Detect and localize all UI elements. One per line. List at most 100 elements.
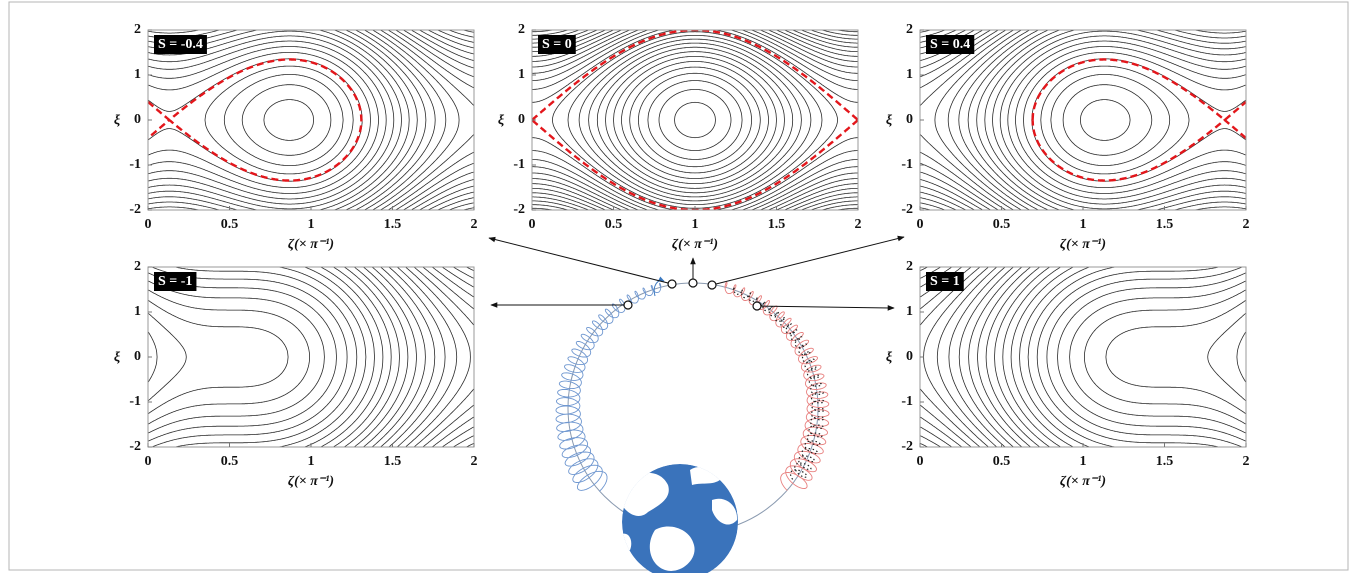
contour-line <box>986 225 1246 489</box>
x-tick-label: 1.5 <box>1156 454 1174 469</box>
contour-line <box>1237 332 1246 383</box>
y-tick-label: -2 <box>901 439 913 454</box>
x-tick-label: 0 <box>917 217 924 232</box>
contour-line <box>1041 66 1189 174</box>
x-tick-label: 1 <box>1080 217 1087 232</box>
y-tick-label: -1 <box>901 394 913 409</box>
x-tick-label: 0.5 <box>605 217 623 232</box>
x-tick-label: 1 <box>1080 454 1087 469</box>
contour-panel: 00.511.52-2-1012ξζ(× π⁻¹)S = -1 <box>114 176 478 539</box>
contour-line <box>148 220 417 494</box>
y-axis-label: ξ <box>886 113 893 128</box>
contour-line <box>978 220 1247 494</box>
contour-line <box>532 22 858 219</box>
contour-line <box>148 27 409 214</box>
y-tick-label: 0 <box>134 112 141 127</box>
contour-line <box>532 2 858 239</box>
y-tick-label: 0 <box>134 349 141 364</box>
x-tick-label: 1 <box>308 217 315 232</box>
y-tick-label: 0 <box>906 112 913 127</box>
contour-line <box>224 74 343 165</box>
contour-line <box>977 22 1246 218</box>
x-tick-label: 0 <box>917 454 924 469</box>
y-tick-label: 1 <box>134 67 141 82</box>
contour-line <box>264 100 314 141</box>
y-tick-label: -1 <box>513 157 525 172</box>
x-axis-label: ζ(× π⁻¹) <box>1060 237 1106 252</box>
x-axis-label: ζ(× π⁻¹) <box>288 474 334 489</box>
contour-line <box>1003 235 1246 479</box>
y-axis-label: ξ <box>886 350 893 365</box>
contour-panel: 00.511.52-2-1012ξζ(× π⁻¹)S = -0.4 <box>114 0 478 266</box>
x-tick-label: 0.5 <box>993 217 1011 232</box>
y-tick-label: 2 <box>906 259 913 274</box>
contour-line <box>242 85 331 156</box>
contour-line <box>148 52 371 187</box>
y-tick-label: 2 <box>134 259 141 274</box>
contour-panel: 00.511.52-2-1012ξζ(× π⁻¹)S = 0 <box>498 0 862 252</box>
y-axis-label: ξ <box>114 350 121 365</box>
y-tick-label: -2 <box>129 439 141 454</box>
contour-line <box>1011 241 1246 474</box>
contour-line <box>553 32 838 209</box>
x-tick-label: 2 <box>471 454 478 469</box>
panel-label: S = -0.4 <box>158 37 203 52</box>
contour-line <box>1070 281 1246 433</box>
contour-line <box>622 62 769 179</box>
y-tick-label: -1 <box>129 157 141 172</box>
contour-line <box>148 235 391 479</box>
arrow <box>712 237 904 285</box>
arrow <box>489 238 672 284</box>
x-tick-label: 2 <box>471 217 478 232</box>
y-tick-label: 1 <box>518 67 525 82</box>
contour-line <box>993 31 1247 209</box>
y-tick-label: -2 <box>129 202 141 217</box>
x-axis-label: ζ(× π⁻¹) <box>1060 474 1106 489</box>
orbit-point <box>689 279 697 287</box>
orbit-point <box>753 302 761 310</box>
x-tick-label: 2 <box>855 217 862 232</box>
contour-line <box>630 67 761 173</box>
contour-line <box>148 313 186 401</box>
earth <box>619 464 738 573</box>
orbit-point <box>708 281 716 289</box>
contour-line <box>638 73 751 166</box>
x-tick-label: 0.5 <box>221 454 239 469</box>
contour-line <box>995 230 1247 484</box>
y-tick-label: -1 <box>129 394 141 409</box>
contour-line <box>959 14 1246 226</box>
x-tick-label: 0.5 <box>221 217 239 232</box>
contour-line <box>1080 100 1130 141</box>
x-tick-label: 0.5 <box>993 454 1011 469</box>
y-tick-label: 1 <box>906 67 913 82</box>
contour-line <box>532 28 858 211</box>
separatrix <box>532 30 858 210</box>
x-tick-label: 2 <box>1243 454 1250 469</box>
y-tick-label: 2 <box>518 22 525 37</box>
x-axis-label: ζ(× π⁻¹) <box>288 237 334 252</box>
x-tick-label: 0 <box>529 217 536 232</box>
x-axis-label: ζ(× π⁻¹) <box>672 237 718 252</box>
contour-line <box>985 27 1246 214</box>
contour-line <box>1008 41 1246 199</box>
contour-line <box>148 230 400 484</box>
contour-line <box>1063 85 1152 156</box>
orbit-diagram <box>489 237 904 573</box>
contour-line <box>148 225 408 489</box>
contour-line <box>606 52 785 189</box>
arrow <box>757 306 894 308</box>
axes-frame <box>920 30 1246 210</box>
y-axis-label: ξ <box>498 113 505 128</box>
y-axis-label: ξ <box>114 113 121 128</box>
orbit-point <box>624 301 632 309</box>
y-tick-label: 2 <box>906 22 913 37</box>
y-tick-label: 1 <box>134 304 141 319</box>
contour-line <box>148 31 402 209</box>
contour-line <box>675 102 716 137</box>
figure: 0 0.5 1 1.5 2 -2 -1 0 1 2 ξ ζ(× π⁻¹) S = -0.4 0 0.5 1 1.… <box>0 0 1357 573</box>
contour-line <box>532 7 858 233</box>
orbit-point <box>668 280 676 288</box>
contour-line <box>589 43 802 197</box>
panel-label: S = 0 <box>542 37 572 52</box>
x-tick-label: 1.5 <box>1156 217 1174 232</box>
